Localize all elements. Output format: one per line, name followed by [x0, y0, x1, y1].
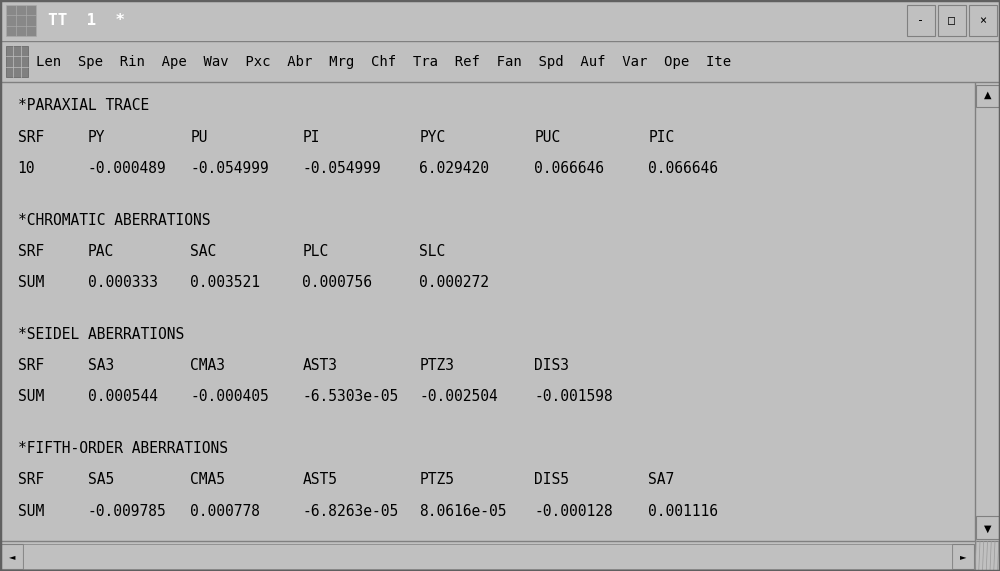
Text: PYC: PYC	[419, 130, 446, 144]
Bar	[23, 544, 952, 569]
Text: PUC: PUC	[534, 130, 561, 144]
Bar	[6, 46, 28, 77]
Text: SUM: SUM	[18, 275, 44, 290]
Text: 0.066646: 0.066646	[648, 160, 718, 176]
Text: AST5: AST5	[302, 472, 337, 488]
Text: 10: 10	[18, 160, 35, 176]
Text: CMA3: CMA3	[190, 358, 225, 373]
Text: PI: PI	[302, 130, 320, 144]
Text: PU: PU	[190, 130, 208, 144]
Text: 0.001116: 0.001116	[648, 504, 718, 518]
Text: -0.009785: -0.009785	[88, 504, 166, 518]
Text: -0.001598: -0.001598	[534, 389, 613, 404]
Text: PAC: PAC	[88, 244, 114, 259]
Text: 8.0616e-05: 8.0616e-05	[419, 504, 507, 518]
Text: SUM: SUM	[18, 504, 44, 518]
Bar	[6, 5, 36, 36]
Text: Len  Spe  Rin  Ape  Wav  Pxc  Abr  Mrg  Chf  Tra  Ref  Fan  Spd  Auf  Var  Ope  : Len Spe Rin Ape Wav Pxc Abr Mrg Chf Tra …	[36, 55, 731, 69]
Text: ▼: ▼	[984, 524, 991, 534]
Text: PLC: PLC	[302, 244, 328, 259]
Bar	[907, 5, 935, 36]
Text: SRF: SRF	[18, 130, 44, 144]
Text: SRF: SRF	[18, 244, 44, 259]
Text: PTZ3: PTZ3	[419, 358, 454, 373]
Text: □: □	[948, 14, 956, 27]
Text: 0.066646: 0.066646	[534, 160, 604, 176]
Text: *CHROMATIC ABERRATIONS: *CHROMATIC ABERRATIONS	[18, 212, 210, 228]
Text: -0.000405: -0.000405	[190, 389, 269, 404]
Text: SA5: SA5	[88, 472, 114, 488]
Bar	[952, 544, 974, 569]
Text: 0.000778: 0.000778	[190, 504, 260, 518]
Text: -0.054999: -0.054999	[302, 160, 381, 176]
Text: -: -	[917, 14, 925, 27]
Text: 0.000272: 0.000272	[419, 275, 489, 290]
Text: SRF: SRF	[18, 472, 44, 488]
Text: -0.000128: -0.000128	[534, 504, 613, 518]
Text: SLC: SLC	[419, 244, 446, 259]
Bar	[975, 541, 1000, 571]
Text: SA7: SA7	[648, 472, 675, 488]
Text: SUM: SUM	[18, 389, 44, 404]
Text: SA3: SA3	[88, 358, 114, 373]
Bar	[976, 85, 999, 107]
Text: PIC: PIC	[648, 130, 675, 144]
Bar	[976, 516, 999, 539]
Text: -0.002504: -0.002504	[419, 389, 498, 404]
Text: -0.054999: -0.054999	[190, 160, 269, 176]
Text: *FIFTH-ORDER ABERRATIONS: *FIFTH-ORDER ABERRATIONS	[18, 441, 228, 456]
Text: DIS5: DIS5	[534, 472, 569, 488]
Text: SRF: SRF	[18, 358, 44, 373]
Text: 0.000544: 0.000544	[88, 389, 158, 404]
Text: 0.003521: 0.003521	[190, 275, 260, 290]
Text: -6.5303e-05: -6.5303e-05	[302, 389, 398, 404]
Text: ►: ►	[960, 552, 966, 561]
Text: DIS3: DIS3	[534, 358, 569, 373]
Text: -6.8263e-05: -6.8263e-05	[302, 504, 398, 518]
Text: PTZ5: PTZ5	[419, 472, 454, 488]
Text: ◄: ◄	[9, 552, 15, 561]
Text: -0.000489: -0.000489	[88, 160, 166, 176]
Text: ▲: ▲	[984, 90, 991, 100]
Text: TT  1  *: TT 1 *	[48, 13, 125, 28]
Text: SAC: SAC	[190, 244, 216, 259]
Text: ×: ×	[979, 14, 987, 27]
Text: *PARAXIAL TRACE: *PARAXIAL TRACE	[18, 98, 149, 113]
Text: CMA5: CMA5	[190, 472, 225, 488]
Bar	[938, 5, 966, 36]
Text: 0.000756: 0.000756	[302, 275, 372, 290]
Text: AST3: AST3	[302, 358, 337, 373]
Bar	[1, 544, 23, 569]
Text: PY: PY	[88, 130, 105, 144]
Bar	[969, 5, 997, 36]
Text: 6.029420: 6.029420	[419, 160, 489, 176]
Text: 0.000333: 0.000333	[88, 275, 158, 290]
Text: *SEIDEL ABERRATIONS: *SEIDEL ABERRATIONS	[18, 327, 184, 342]
